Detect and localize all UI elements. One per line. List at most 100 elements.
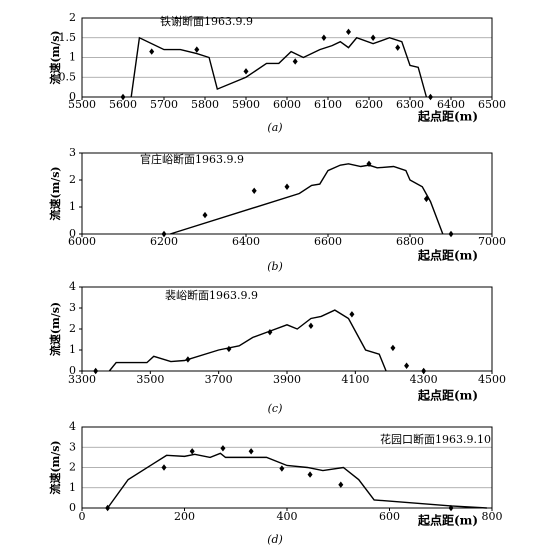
measured-point bbox=[395, 44, 401, 51]
measured-point bbox=[428, 93, 433, 101]
y-tick-label: 1 bbox=[69, 200, 76, 213]
measured-point bbox=[292, 58, 298, 65]
x-tick-label: 3300 bbox=[68, 373, 96, 386]
y-tick-label: 0 bbox=[69, 227, 76, 240]
measured-point bbox=[120, 93, 126, 101]
flow-line bbox=[169, 163, 444, 235]
y-axis-label: 流速(m/s) bbox=[48, 302, 62, 356]
measured-point bbox=[243, 68, 249, 75]
y-axis-label: 流速(m/s) bbox=[48, 30, 62, 84]
measured-point bbox=[105, 504, 111, 512]
x-tick-label: 5700 bbox=[150, 98, 178, 111]
y-tick-label: 3 bbox=[69, 146, 76, 159]
y-tick-label: 1 bbox=[69, 51, 76, 64]
measured-point bbox=[226, 345, 232, 353]
measured-point bbox=[248, 448, 254, 455]
annotation: 裴峪断面1963.9.9 bbox=[165, 288, 258, 302]
x-tick-label: 6500 bbox=[478, 98, 506, 111]
measured-point bbox=[321, 34, 327, 41]
measured-point bbox=[189, 448, 195, 455]
plot-frame bbox=[81, 152, 493, 235]
measured-point bbox=[366, 160, 372, 167]
measured-point bbox=[423, 195, 429, 203]
x-axis-label: 起点距(m) bbox=[417, 513, 478, 528]
measured-point bbox=[161, 464, 167, 471]
caption: (b) bbox=[267, 260, 283, 273]
x-tick-label: 3700 bbox=[205, 373, 233, 386]
x-tick-label: 6200 bbox=[150, 235, 178, 248]
x-tick-label: 5900 bbox=[232, 98, 260, 111]
plot-frame bbox=[81, 426, 493, 509]
measured-point bbox=[279, 465, 285, 472]
caption: (d) bbox=[267, 533, 283, 546]
y-tick-label: 1 bbox=[69, 343, 76, 356]
measured-point bbox=[308, 322, 314, 330]
y-axis-label: 流速(m/s) bbox=[48, 166, 62, 220]
annotation: 官庄峪断面1963.9.9 bbox=[140, 152, 244, 166]
plot-frame bbox=[81, 286, 493, 372]
plot-frame bbox=[81, 17, 493, 98]
x-tick-label: 6000 bbox=[68, 235, 96, 248]
x-tick-label: 5800 bbox=[191, 98, 219, 111]
y-tick-label: 2 bbox=[69, 173, 76, 186]
measured-point bbox=[370, 34, 376, 41]
y-tick-label: 0 bbox=[69, 501, 76, 514]
x-tick-label: 6800 bbox=[396, 235, 424, 248]
x-axis-label: 起点距(m) bbox=[417, 109, 478, 124]
annotation: 铁谢断面1963.9.9 bbox=[160, 14, 253, 28]
x-tick-label: 4300 bbox=[410, 373, 438, 386]
x-tick-label: 0 bbox=[79, 510, 86, 523]
flow-line bbox=[108, 309, 387, 372]
y-tick-label: 2 bbox=[69, 322, 76, 335]
x-axis-label: 起点距(m) bbox=[417, 388, 478, 403]
y-tick-label: 0.5 bbox=[59, 70, 77, 83]
x-tick-label: 400 bbox=[277, 510, 298, 523]
measured-point bbox=[448, 230, 454, 238]
y-tick-label: 3 bbox=[69, 301, 76, 314]
x-tick-label: 200 bbox=[174, 510, 195, 523]
caption: (c) bbox=[268, 402, 283, 415]
x-tick-label: 6200 bbox=[355, 98, 383, 111]
x-tick-label: 6000 bbox=[273, 98, 301, 111]
y-tick-label: 4 bbox=[69, 280, 76, 293]
y-tick-label: 0 bbox=[69, 364, 76, 377]
x-tick-label: 6400 bbox=[437, 98, 465, 111]
flow-line bbox=[107, 452, 487, 509]
annotation: 花园口断面1963.9.10 bbox=[380, 432, 491, 446]
x-tick-label: 4100 bbox=[341, 373, 369, 386]
measured-point bbox=[267, 328, 273, 336]
measured-point bbox=[346, 28, 351, 36]
measured-point bbox=[338, 481, 344, 488]
x-tick-label: 5600 bbox=[109, 98, 137, 111]
x-tick-label: 6100 bbox=[314, 98, 342, 111]
x-tick-label: 600 bbox=[379, 510, 400, 523]
measured-point bbox=[284, 183, 290, 190]
x-tick-label: 6300 bbox=[396, 98, 424, 111]
x-tick-label: 5500 bbox=[68, 98, 96, 111]
measured-point bbox=[149, 48, 155, 55]
measured-point bbox=[251, 187, 257, 194]
measured-point bbox=[220, 445, 226, 452]
measured-point bbox=[421, 367, 427, 375]
measured-point bbox=[349, 311, 355, 318]
x-tick-label: 3500 bbox=[136, 373, 164, 386]
y-tick-label: 1.5 bbox=[59, 31, 77, 44]
x-tick-label: 800 bbox=[482, 510, 503, 523]
y-tick-label: 4 bbox=[69, 420, 76, 433]
y-tick-label: 2 bbox=[69, 461, 76, 474]
y-tick-label: 0 bbox=[69, 90, 76, 103]
y-tick-label: 2 bbox=[69, 11, 76, 24]
x-tick-label: 7000 bbox=[478, 235, 506, 248]
x-tick-label: 6600 bbox=[314, 235, 342, 248]
measured-point bbox=[194, 46, 200, 53]
x-axis-label: 起点距(m) bbox=[417, 248, 478, 263]
measured-point bbox=[448, 504, 454, 512]
caption: (a) bbox=[267, 121, 282, 134]
x-tick-label: 6400 bbox=[232, 235, 260, 248]
y-axis-label: 流速(m/s) bbox=[48, 440, 62, 494]
flow-line bbox=[130, 36, 428, 98]
measured-point bbox=[185, 356, 191, 363]
measured-point bbox=[390, 344, 396, 352]
measured-point bbox=[307, 471, 313, 478]
